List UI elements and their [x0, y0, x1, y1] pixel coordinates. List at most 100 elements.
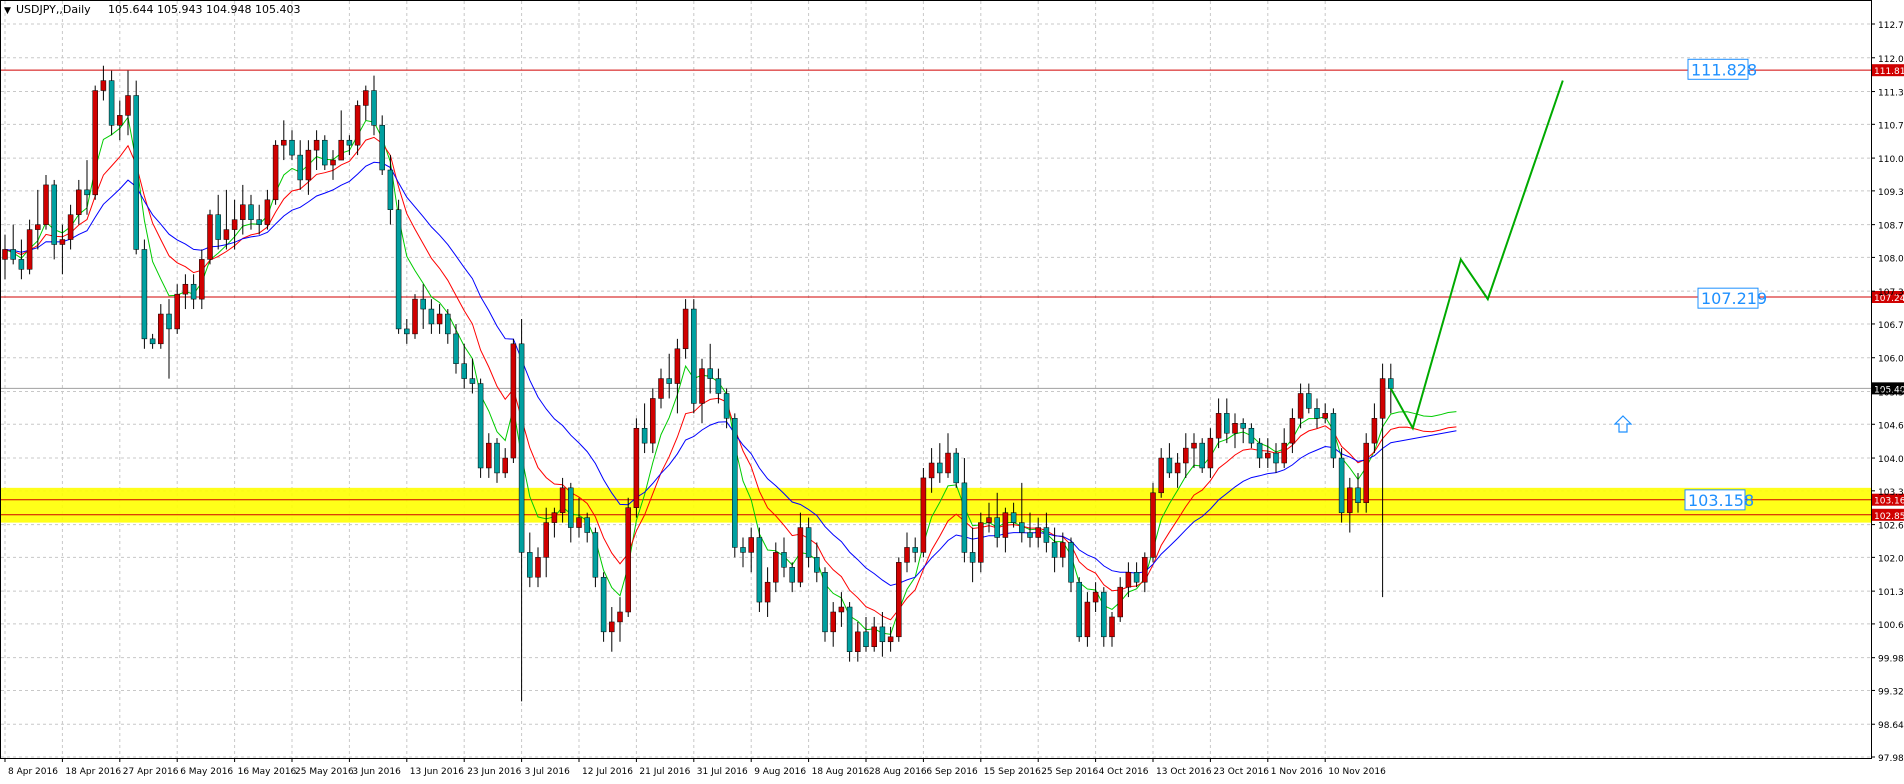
candles [2, 65, 1394, 702]
candle-body [764, 581, 771, 603]
candle-body [395, 209, 402, 330]
candle-body [387, 169, 394, 210]
y-tick-label: 101.320 [1878, 588, 1904, 598]
annotation-label: 111.828 [1691, 60, 1757, 79]
candle-body [912, 547, 918, 553]
candle-body [822, 572, 828, 633]
y-tick-label: 100.660 [1878, 621, 1904, 631]
candle-body [518, 343, 525, 553]
candle-body [371, 90, 377, 126]
candle-body [1133, 572, 1140, 583]
moving-averages [4, 116, 1457, 635]
candle-body [961, 482, 968, 553]
candle-body [346, 139, 353, 146]
candle-body [1051, 542, 1058, 558]
annotation-label: 103.158 [1688, 491, 1754, 510]
x-tick-label: 28 Aug 2016 [869, 767, 927, 777]
y-tick-label: 109.380 [1878, 188, 1904, 198]
candle-body [838, 606, 845, 613]
x-tick-label: 12 Jul 2016 [582, 767, 633, 777]
candle-body [797, 527, 804, 583]
candle-body [994, 517, 1000, 538]
current-price-label: 105.403 [1874, 385, 1904, 395]
candle-body [1379, 378, 1386, 419]
candle-body [863, 631, 869, 648]
candle-body [732, 418, 738, 548]
x-tick-label: 21 Jul 2016 [639, 767, 690, 777]
candle-body [527, 552, 533, 578]
candle-body [313, 139, 320, 151]
candle-body [830, 611, 836, 633]
candle-body [379, 125, 385, 171]
candle-body [1355, 487, 1361, 503]
x-tick-label: 4 Oct 2016 [1099, 767, 1149, 777]
y-tick-label: 112.740 [1878, 21, 1904, 31]
candle-body [609, 621, 615, 633]
candle-body [543, 522, 549, 558]
support-zone-band [1, 487, 1871, 523]
x-tick-label: 15 Sep 2016 [984, 767, 1041, 777]
candle-body [1101, 591, 1107, 638]
candle-body [108, 80, 115, 126]
candle-body [1363, 442, 1369, 503]
candle-body [978, 522, 984, 563]
annotation-box [1697, 287, 1759, 309]
candle-body [1273, 452, 1279, 464]
candle-body [715, 378, 722, 394]
candle-body [445, 313, 451, 335]
y-tick-label: 102.000 [1878, 554, 1904, 564]
y-tick-label: 112.060 [1878, 55, 1904, 65]
candle-body [231, 219, 238, 230]
candle-body [969, 552, 976, 563]
candle-body [158, 313, 164, 345]
price-axis: 112.740 112.060 111.380 110.720 110.040 109.3… [1871, 21, 1904, 764]
candle-body [174, 293, 180, 330]
candle-body [338, 139, 344, 161]
candle-body [18, 259, 25, 270]
candle-body [297, 154, 303, 181]
ma-red-line [4, 136, 1457, 621]
candle-body [133, 95, 139, 250]
candle-body [428, 308, 435, 325]
candle-body [43, 184, 49, 225]
candle-body [650, 398, 656, 444]
candle-body [1289, 418, 1296, 444]
candle-body [1076, 581, 1082, 638]
horizontal-lines: 111.810 107.243 103.161 102.857 105.403 [1, 64, 1904, 522]
candle-body [1109, 616, 1115, 638]
candle-body [682, 308, 689, 350]
candle-body [1060, 542, 1066, 558]
candle-body [322, 139, 328, 166]
y-tick-label: 99.320 [1878, 687, 1904, 697]
support-zone [1, 487, 1871, 523]
candle-body [756, 537, 763, 603]
candle-body [223, 229, 230, 240]
annotation-label: 107.219 [1701, 289, 1767, 308]
price-annotations: 111.828 107.219 103.158 [1684, 58, 1767, 511]
candle-body [215, 214, 221, 240]
candle-body [1297, 393, 1304, 419]
y-tick-label: 99.980 [1878, 655, 1904, 665]
y-tick-label: 108.700 [1878, 222, 1904, 232]
candle-body [617, 611, 623, 623]
candle-body [1224, 413, 1230, 434]
candle-body [117, 115, 123, 126]
forecast-line [1389, 80, 1564, 431]
candle-body [240, 204, 246, 220]
candle-body [633, 427, 640, 508]
header-arrow-icon[interactable]: ▼ [4, 6, 11, 16]
candle-body [1010, 512, 1017, 523]
annotation-box [1687, 58, 1749, 80]
candle-body [354, 105, 361, 146]
candle-body [305, 149, 312, 181]
candle-body [945, 452, 951, 474]
candle-body [1248, 427, 1255, 444]
candle-body [1117, 586, 1123, 618]
candle-body [469, 378, 476, 384]
candle-body [453, 333, 459, 364]
candle-body [920, 477, 927, 553]
candle-body [248, 204, 254, 220]
time-axis: 8 Apr 2016 18 Apr 2016 27 Apr 2016 6 May 20… [4, 758, 1386, 777]
candle-body [1322, 413, 1328, 419]
